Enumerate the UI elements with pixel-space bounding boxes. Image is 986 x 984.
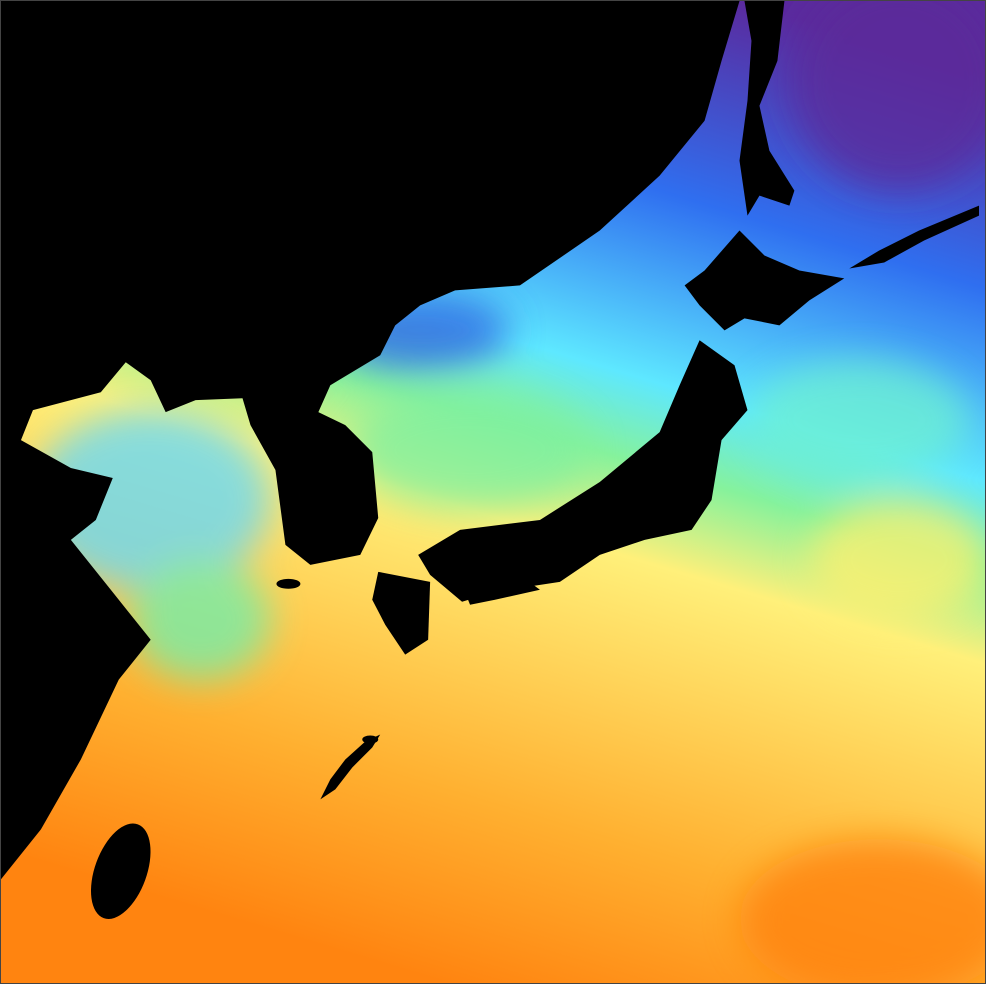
land-ryukyu-islands [320, 734, 381, 800]
land-okinawa [362, 735, 379, 744]
land-kyushu [372, 571, 431, 655]
land-honshu [418, 340, 748, 602]
land-taiwan [90, 823, 151, 919]
ocean-temperature-variations [30, 1, 985, 983]
land-kuril-islands [849, 205, 980, 269]
land-asia-mainland [1, 1, 740, 880]
land-sakhalin [739, 1, 795, 216]
land-masses [1, 1, 980, 919]
land-hokkaido [684, 230, 845, 331]
land-jeju [276, 578, 301, 589]
land-shikoku [462, 574, 540, 605]
